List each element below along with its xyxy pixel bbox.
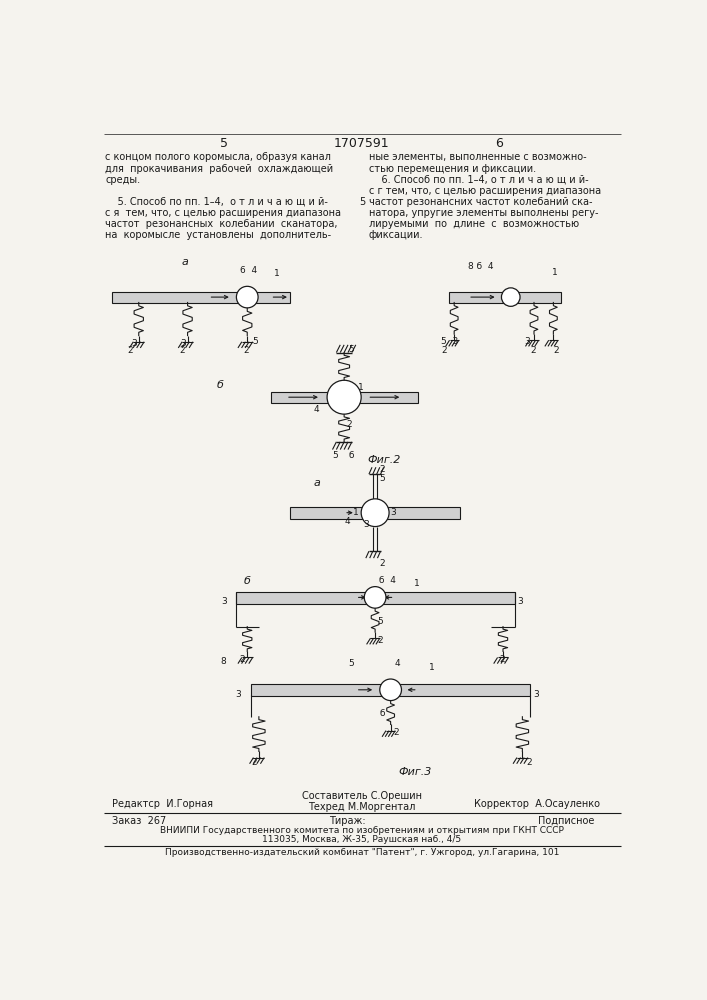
Text: 2: 2 — [441, 346, 447, 355]
Text: Заказ  267: Заказ 267 — [112, 816, 166, 826]
Bar — [271, 392, 418, 403]
Bar — [251, 684, 530, 696]
Text: 1: 1 — [552, 268, 558, 277]
Text: Тираж:: Тираж: — [329, 816, 366, 826]
Text: 2: 2 — [180, 346, 185, 355]
Text: 4: 4 — [313, 405, 319, 414]
Text: 2: 2 — [240, 655, 245, 664]
Circle shape — [236, 286, 258, 308]
Circle shape — [327, 380, 361, 414]
Text: Фиг.3: Фиг.3 — [398, 767, 432, 777]
Text: 5: 5 — [348, 345, 354, 354]
Text: 2: 2 — [499, 655, 505, 664]
Text: 1: 1 — [274, 269, 280, 278]
Text: б: б — [243, 576, 250, 586]
Text: 2: 2 — [554, 346, 559, 355]
Text: 2: 2 — [393, 728, 399, 737]
Text: 5: 5 — [379, 474, 385, 483]
Text: Составитель С.Орешин: Составитель С.Орешин — [302, 791, 422, 801]
Text: Техред М.Моргентал: Техред М.Моргентал — [308, 802, 416, 812]
Text: б  4: б 4 — [379, 576, 396, 585]
Circle shape — [380, 679, 402, 701]
Text: а: а — [313, 478, 320, 488]
Text: 5: 5 — [348, 659, 354, 668]
Text: 2: 2 — [526, 758, 532, 767]
Text: 2: 2 — [379, 465, 385, 474]
Text: стью перемещения и фиксации.: стью перемещения и фиксации. — [369, 164, 536, 174]
Text: 2: 2 — [346, 420, 352, 429]
Text: 3: 3 — [222, 597, 228, 606]
Text: 3: 3 — [363, 520, 369, 529]
Text: 3: 3 — [235, 690, 241, 699]
Text: а: а — [182, 257, 188, 267]
Text: 4: 4 — [395, 659, 400, 668]
Text: 6  4: 6 4 — [240, 266, 257, 275]
Text: ВНИИПИ Государственного комитета по изобретениям и открытиям при ГКНТ СССР: ВНИИПИ Государственного комитета по изоб… — [160, 826, 564, 835]
Text: 3: 3 — [180, 339, 185, 348]
Text: среды.: среды. — [105, 175, 141, 185]
Text: фиксации.: фиксации. — [369, 230, 423, 240]
Text: ные элементы, выполненные с возможно-: ные элементы, выполненные с возможно- — [369, 152, 587, 162]
Text: натора, упругие элементы выполнены регу-: натора, упругие элементы выполнены регу- — [369, 208, 598, 218]
Text: Фиг.2: Фиг.2 — [368, 455, 401, 465]
Text: Корректор  А.Осауленко: Корректор А.Осауленко — [474, 799, 600, 809]
Text: 2: 2 — [243, 346, 249, 355]
Text: Редактср  И.Горная: Редактср И.Горная — [112, 799, 213, 809]
Text: 3: 3 — [533, 690, 539, 699]
Text: 5. Способ по пп. 1–4,  о т л и ч а ю щ и й-: 5. Способ по пп. 1–4, о т л и ч а ю щ и … — [105, 197, 328, 207]
Text: 5: 5 — [359, 197, 365, 207]
Text: Подписное: Подписное — [538, 816, 595, 826]
Text: 5: 5 — [252, 337, 259, 346]
Bar — [235, 592, 515, 604]
Text: 5: 5 — [378, 617, 383, 626]
Text: 5  3: 5 3 — [441, 337, 458, 346]
Text: б: б — [216, 380, 223, 390]
Text: с концом полого коромысла, образуя канал: с концом полого коромысла, образуя канал — [105, 152, 332, 162]
Text: 1707591: 1707591 — [334, 137, 390, 150]
Text: 3: 3 — [391, 508, 397, 517]
Text: 1: 1 — [358, 383, 364, 392]
Text: 1: 1 — [354, 508, 359, 517]
Text: 3: 3 — [525, 337, 530, 346]
Text: частот резонансних частот колебаний ска-: частот резонансних частот колебаний ска- — [369, 197, 592, 207]
Text: 8 б  4: 8 б 4 — [468, 262, 493, 271]
Text: с я  тем, что, с целью расширения диапазона: с я тем, что, с целью расширения диапазо… — [105, 208, 341, 218]
Bar — [112, 292, 290, 303]
Text: 5: 5 — [220, 137, 228, 150]
Text: 113035, Москва, Ж-35, Раушская наб., 4/5: 113035, Москва, Ж-35, Раушская наб., 4/5 — [262, 835, 462, 844]
Text: 2: 2 — [378, 636, 383, 645]
Text: 1: 1 — [429, 663, 435, 672]
Text: б: б — [348, 451, 354, 460]
Text: на  коромысле  установлены  дополнитель-: на коромысле установлены дополнитель- — [105, 230, 332, 240]
Text: лируемыми  по  длине  с  возможностью: лируемыми по длине с возможностью — [369, 219, 579, 229]
Text: 6. Способ по пп. 1–4, о т л и ч а ю щ и й-: 6. Способ по пп. 1–4, о т л и ч а ю щ и … — [369, 175, 588, 185]
Text: 3: 3 — [131, 339, 136, 348]
Text: 5: 5 — [332, 451, 338, 460]
Text: б: б — [379, 709, 385, 718]
Text: 3: 3 — [518, 597, 523, 606]
Bar — [449, 292, 561, 303]
Bar — [290, 507, 460, 519]
Text: с г тем, что, с целью расширения диапазона: с г тем, что, с целью расширения диапазо… — [369, 186, 601, 196]
Text: частот  резонансных  колебании  сканатора,: частот резонансных колебании сканатора, — [105, 219, 338, 229]
Text: 1: 1 — [414, 579, 420, 588]
Text: для  прокачивания  рабочей  охлаждающей: для прокачивания рабочей охлаждающей — [105, 164, 334, 174]
Text: Производственно-издательский комбинат "Патент", г. Ужгород, ул.Гагарина, 101: Производственно-издательский комбинат "П… — [165, 848, 559, 857]
Text: 8: 8 — [220, 657, 226, 666]
Text: 4: 4 — [344, 517, 350, 526]
Text: 2: 2 — [127, 346, 133, 355]
Circle shape — [501, 288, 520, 306]
Circle shape — [364, 587, 386, 608]
Circle shape — [361, 499, 389, 527]
Text: 6: 6 — [495, 137, 503, 150]
Text: 2: 2 — [530, 346, 536, 355]
Text: 2: 2 — [251, 758, 257, 767]
Text: 2: 2 — [379, 559, 385, 568]
